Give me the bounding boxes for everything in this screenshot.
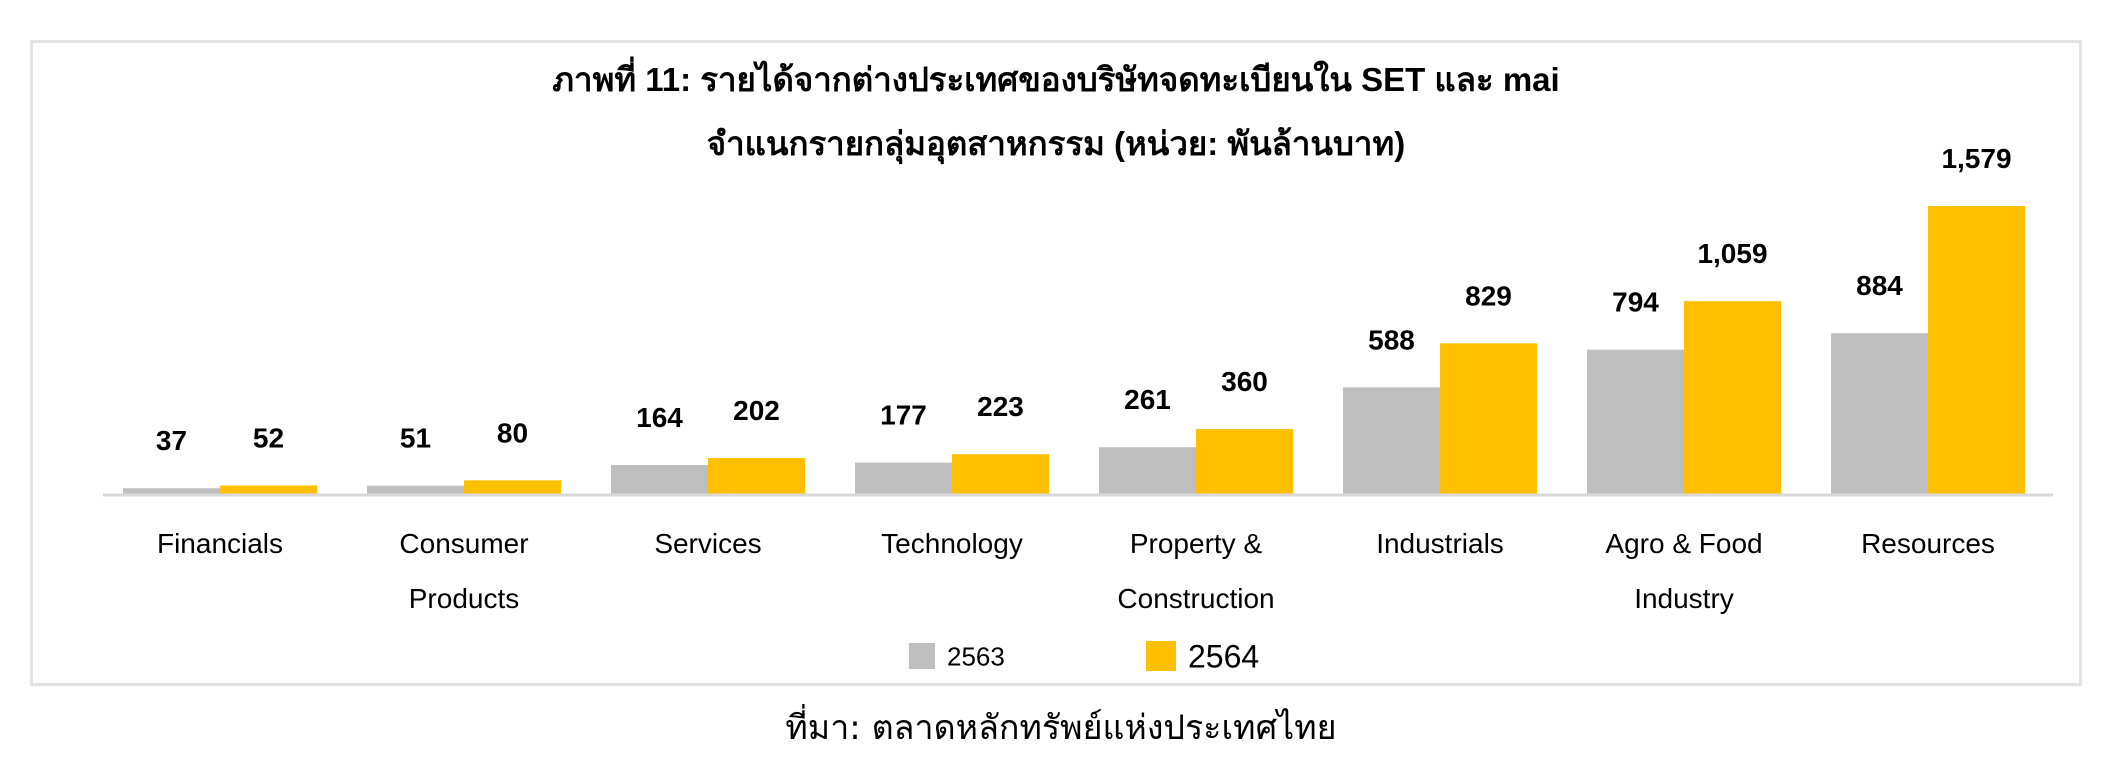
value-label-2564-6: 1,059 [1697,238,1767,269]
bar-2564-0 [220,485,317,495]
category-label-6-1: Industry [1634,583,1734,614]
value-label-2563-3: 177 [880,400,927,431]
category-label-7-0: Resources [1861,528,1995,559]
bar-2563-2 [611,464,708,495]
bar-2563-5 [1343,387,1440,495]
bar-2563-4 [1099,447,1196,495]
chart-subtitle: จำแนกรายกลุ่มอุตสาหกรรม (หน่วย: พันล้านบ… [707,125,1405,165]
category-label-0-0: Financials [157,528,283,559]
bar-2564-1 [464,480,561,495]
value-label-2564-4: 360 [1221,366,1268,397]
legend: 2563 2564 [909,639,1259,675]
value-label-2564-2: 202 [733,395,780,426]
bar-2563-0 [123,488,220,495]
bar-2564-7 [1928,206,2025,495]
category-label-1-0: Consumer [399,528,528,559]
value-label-2564-5: 829 [1465,280,1512,311]
value-label-2563-5: 588 [1368,324,1415,355]
category-label-6-0: Agro & Food [1605,528,1762,559]
legend-label-2563: 2563 [947,641,1005,671]
value-label-2563-1: 51 [400,423,431,454]
bars-layer [123,206,2025,495]
bar-2564-2 [708,458,805,495]
chart-frame: ภาพที่ 11: รายได้จากต่างประเทศของบริษัทจ… [30,40,2082,686]
category-label-4-0: Property & [1130,528,1263,559]
category-label-4-1: Construction [1117,583,1274,614]
category-label-1-1: Products [409,583,520,614]
category-label-5-0: Industrials [1376,528,1504,559]
bar-2563-1 [367,485,464,495]
value-label-2563-7: 884 [1856,270,1903,301]
legend-swatch-2563 [909,643,935,669]
bar-2564-4 [1196,429,1293,495]
value-labels-layer: 37 52 51 80 164 202 177 223 261 360 588 829 794 1,059… [156,143,2012,456]
bar-2564-3 [952,454,1049,495]
bar-2564-5 [1440,343,1537,495]
value-label-2563-2: 164 [636,402,683,433]
bar-2563-7 [1831,333,1928,495]
value-label-2563-0: 37 [156,425,187,456]
chart-title: ภาพที่ 11: รายได้จากต่างประเทศของบริษัทจ… [552,56,1559,98]
legend-swatch-2564 [1146,641,1176,671]
bar-2563-6 [1587,349,1684,495]
bar-chart: ภาพที่ 11: รายได้จากต่างประเทศของบริษัทจ… [103,56,2053,675]
value-label-2564-7: 1,579 [1941,143,2011,174]
source-note: ที่มา: ตลาดหลักทรัพย์แห่งประเทศไทย [785,708,1337,748]
legend-label-2564: 2564 [1188,639,1259,675]
value-label-2564-3: 223 [977,391,1024,422]
category-label-3-0: Technology [881,528,1023,559]
value-label-2563-6: 794 [1612,287,1659,318]
value-label-2564-1: 80 [497,417,528,448]
value-label-2564-0: 52 [253,422,284,453]
bar-2564-6 [1684,301,1781,495]
value-label-2563-4: 261 [1124,384,1171,415]
bar-2563-3 [855,462,952,495]
category-label-2-0: Services [654,528,761,559]
category-labels-layer: Financials Consumer Products Services Techno… [157,528,1995,614]
